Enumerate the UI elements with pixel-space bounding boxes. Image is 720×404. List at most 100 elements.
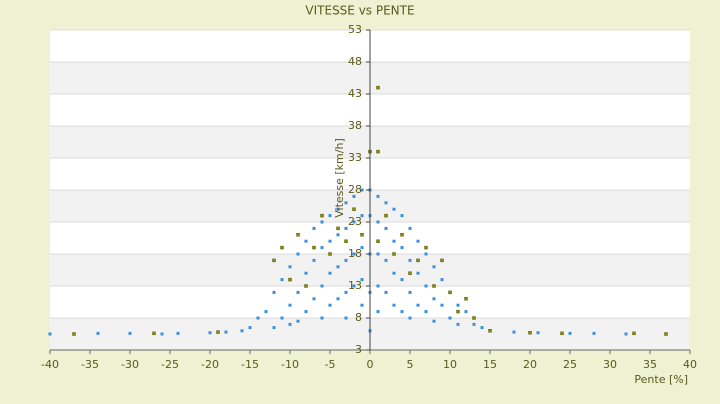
point [344, 316, 348, 320]
x-tick-label: 10 [443, 358, 457, 371]
point [664, 332, 668, 336]
point [320, 213, 324, 218]
point [384, 226, 388, 230]
y-tick-label: 13 [348, 279, 362, 292]
point [352, 220, 356, 224]
point [360, 188, 364, 192]
point [352, 252, 356, 256]
point [456, 303, 460, 307]
y-tick-label: 38 [348, 119, 362, 132]
point [48, 332, 52, 336]
point [464, 310, 468, 314]
point [280, 278, 284, 282]
point [376, 239, 380, 243]
point [384, 201, 388, 205]
x-axis-title: Pente [%] [634, 373, 688, 386]
y-tick-label: 43 [348, 87, 362, 100]
point [408, 290, 412, 294]
point [384, 213, 388, 218]
point [72, 332, 76, 336]
x-tick-label: -20 [201, 358, 219, 371]
point [328, 271, 332, 275]
point [336, 207, 340, 211]
point [288, 303, 292, 307]
x-tick-label: 35 [643, 358, 657, 371]
point [432, 319, 436, 323]
point [280, 245, 284, 250]
point [152, 331, 156, 336]
x-tick-label: -35 [81, 358, 99, 371]
point [344, 258, 348, 262]
point [304, 310, 308, 314]
point [352, 284, 356, 288]
point [96, 331, 100, 335]
point [296, 290, 300, 294]
x-tick-label: 5 [407, 358, 414, 371]
point [224, 330, 228, 334]
y-tick-label: 18 [348, 247, 362, 260]
point [312, 258, 316, 262]
point [336, 265, 340, 269]
point [424, 252, 428, 256]
point [280, 316, 284, 320]
y-tick-label: 8 [355, 311, 362, 324]
point [288, 322, 292, 326]
point [360, 303, 364, 307]
point [320, 246, 324, 250]
point [264, 310, 268, 314]
point [288, 277, 292, 282]
point [392, 207, 396, 211]
point [456, 309, 460, 314]
point [312, 297, 316, 301]
x-tick-label: -40 [41, 358, 59, 371]
point [536, 331, 540, 335]
point [432, 265, 436, 269]
point [256, 316, 260, 320]
point [432, 284, 436, 288]
point [432, 297, 436, 301]
point [272, 290, 276, 294]
point [296, 233, 300, 237]
point [352, 207, 356, 211]
point [512, 330, 516, 334]
point [216, 330, 220, 334]
point [328, 252, 332, 256]
point [240, 329, 244, 333]
point [296, 319, 300, 323]
point [440, 258, 444, 263]
point [344, 290, 348, 294]
y-tick-label: 28 [348, 183, 362, 196]
y-tick-label: 53 [348, 23, 362, 36]
point [336, 233, 340, 237]
y-tick-label: 3 [355, 343, 362, 356]
point [392, 252, 396, 256]
point [376, 149, 380, 154]
point [344, 226, 348, 230]
point [440, 278, 444, 282]
point [272, 258, 276, 263]
point [416, 271, 420, 275]
y-tick-label: 33 [348, 151, 362, 164]
x-tick-label: -5 [325, 358, 336, 371]
point [312, 226, 316, 230]
point [528, 331, 532, 335]
point [128, 331, 132, 335]
x-tick-label: 25 [563, 358, 577, 371]
point [320, 220, 324, 224]
y-tick-label: 48 [348, 55, 362, 68]
point [360, 214, 364, 218]
x-tick-label: 40 [683, 358, 697, 371]
point [488, 329, 492, 333]
x-tick-label: 15 [483, 358, 497, 371]
point [384, 258, 388, 262]
point [360, 233, 364, 237]
x-tick-label: 20 [523, 358, 537, 371]
point [408, 258, 412, 262]
point [352, 194, 356, 198]
point [304, 284, 308, 288]
x-tick-label: -25 [161, 358, 179, 371]
point [288, 265, 292, 269]
point [624, 332, 628, 336]
point [304, 271, 308, 275]
